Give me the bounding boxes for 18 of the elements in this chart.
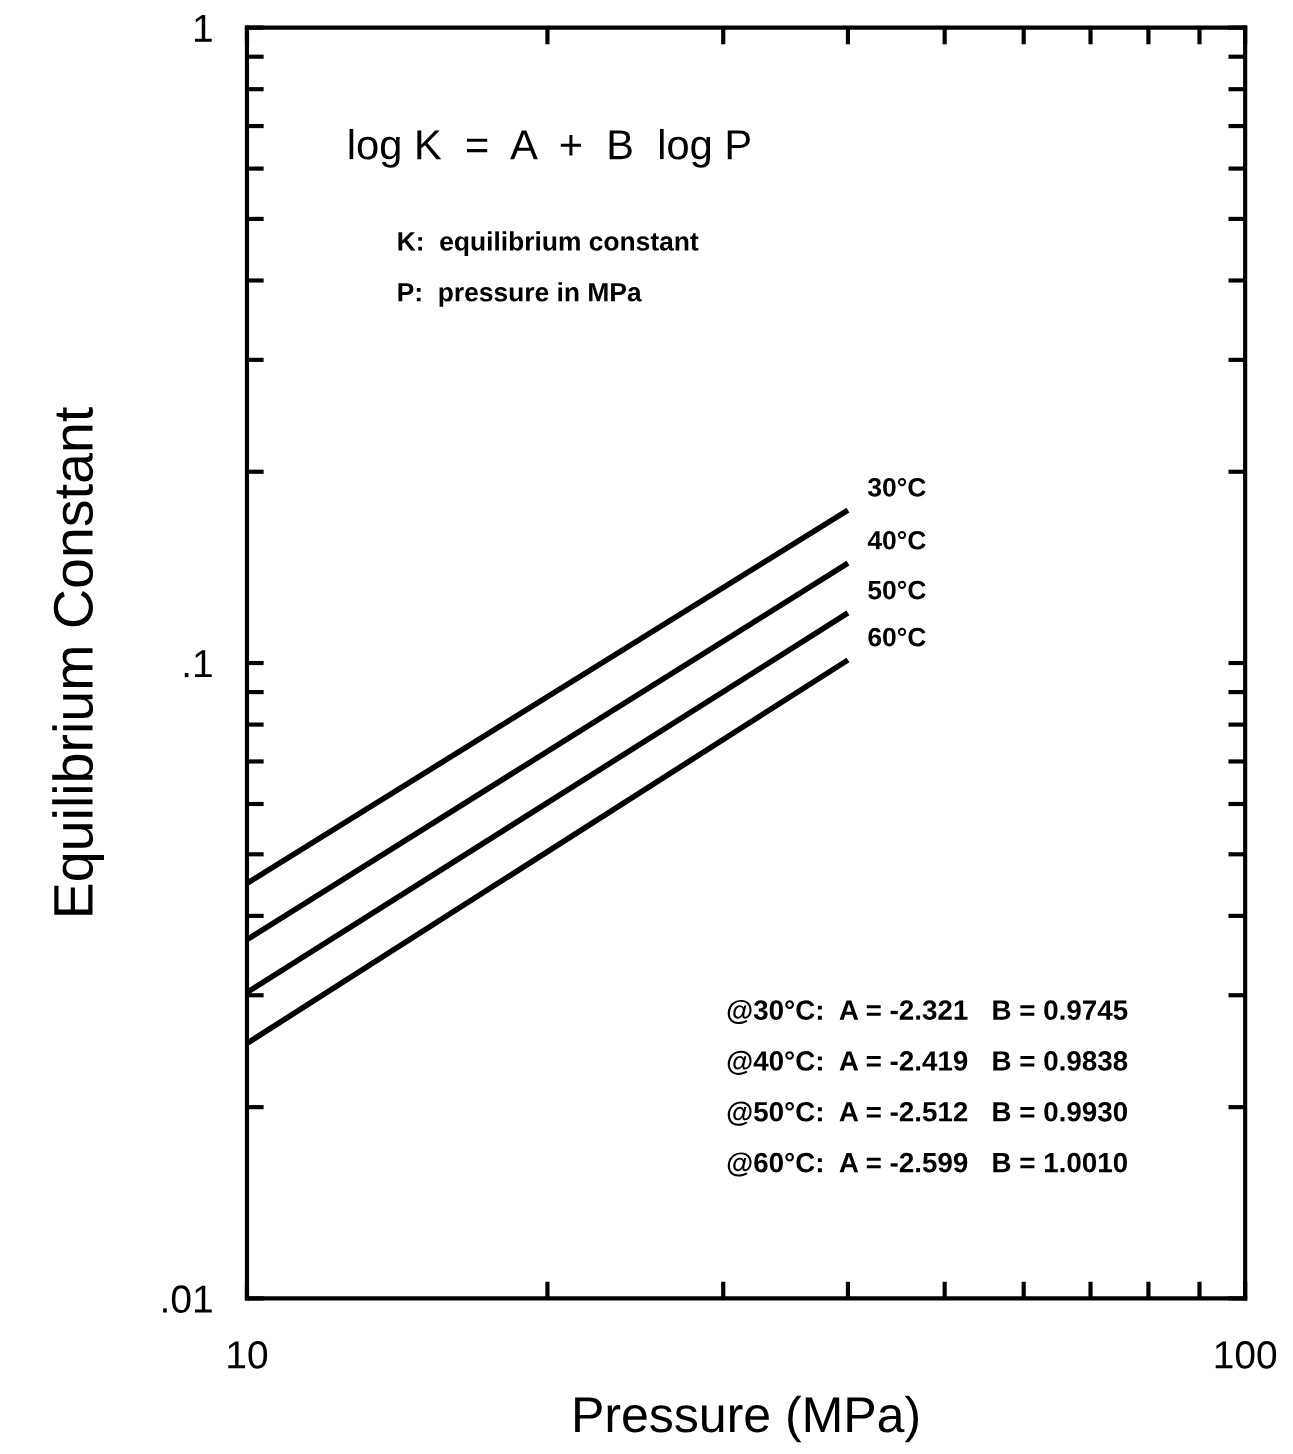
series-label: 50°C (868, 580, 926, 600)
annotation: K: equilibrium constant (398, 231, 699, 256)
x-tick-label: 10 (228, 1341, 268, 1369)
x-tick-label: 100 (1215, 1341, 1277, 1369)
annotation: @50°C: A = -2.512 B = 0.9930 (727, 1101, 1128, 1126)
annotation: log K = A + B log P (349, 128, 750, 168)
annotation: @30°C: A = -2.321 B = 0.9745 (727, 999, 1128, 1025)
annotation: @40°C: A = -2.419 B = 0.9838 (727, 1050, 1128, 1075)
y-tick-label: .1 (184, 650, 212, 678)
y-tick-label: .01 (163, 1285, 212, 1313)
series-label: 30°C (867, 477, 926, 497)
y-tick-label: 1 (194, 14, 212, 42)
annotation: @60°C: A = -2.599 B = 1.0010 (727, 1152, 1128, 1177)
series-label: 40°C (867, 530, 926, 550)
y-axis-title: Equilibrium Constant (52, 407, 105, 915)
x-axis-title: Pressure (MPa) (575, 1395, 918, 1443)
series-label: 60°C (868, 627, 926, 647)
annotation: P: pressure in MPa (398, 282, 642, 307)
